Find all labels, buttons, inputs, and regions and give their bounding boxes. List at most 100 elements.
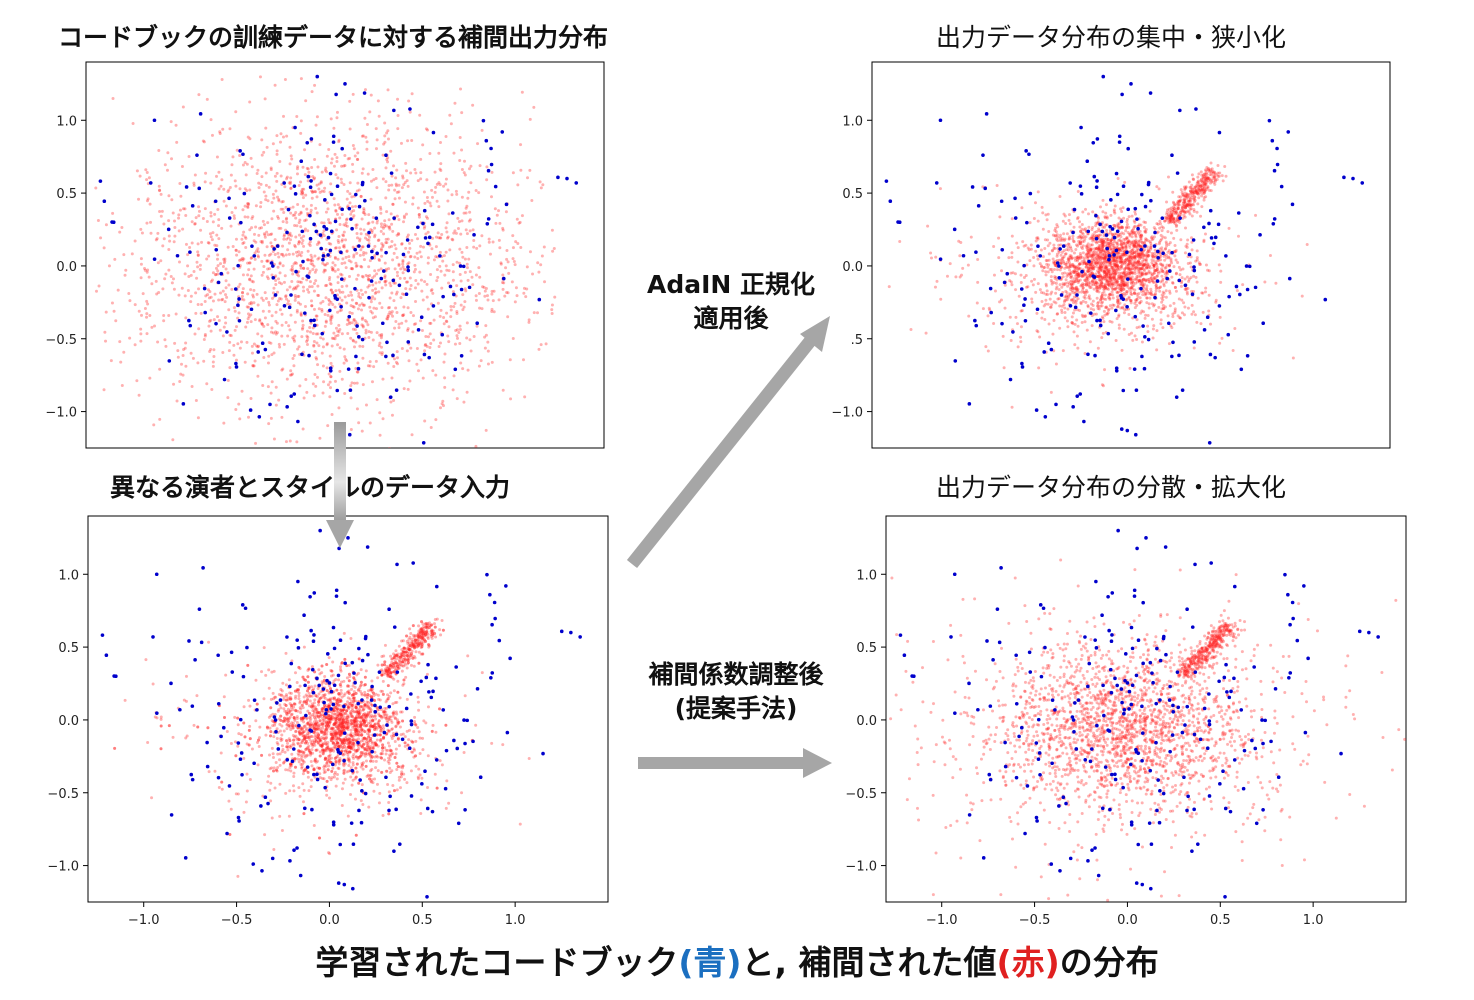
interpolated-point bbox=[315, 727, 319, 731]
interpolated-point bbox=[221, 334, 225, 338]
interpolated-point bbox=[444, 226, 448, 230]
interpolated-point bbox=[300, 718, 304, 722]
interpolated-point bbox=[311, 723, 315, 727]
interpolated-point bbox=[373, 235, 377, 239]
interpolated-point bbox=[361, 324, 365, 328]
interpolated-point bbox=[366, 740, 370, 744]
interpolated-point bbox=[152, 423, 156, 427]
interpolated-point bbox=[468, 218, 472, 222]
interpolated-point bbox=[353, 729, 357, 733]
interpolated-point bbox=[333, 756, 337, 760]
interpolated-point bbox=[308, 725, 312, 729]
codebook-point bbox=[422, 352, 427, 357]
interpolated-point bbox=[335, 116, 339, 120]
interpolated-point bbox=[345, 250, 349, 254]
interpolated-point bbox=[295, 721, 299, 725]
interpolated-point bbox=[281, 367, 285, 371]
interpolated-point bbox=[342, 715, 346, 719]
interpolated-point bbox=[389, 672, 393, 676]
interpolated-point bbox=[313, 722, 317, 726]
interpolated-point bbox=[197, 209, 201, 213]
interpolated-point bbox=[360, 217, 364, 221]
interpolated-point bbox=[327, 720, 331, 724]
interpolated-point bbox=[314, 332, 318, 336]
interpolated-point bbox=[310, 723, 314, 727]
codebook-point bbox=[227, 216, 232, 220]
interpolated-point bbox=[322, 380, 326, 384]
interpolated-point bbox=[264, 183, 268, 187]
interpolated-point bbox=[374, 717, 378, 721]
interpolated-point bbox=[284, 295, 288, 299]
interpolated-point bbox=[325, 689, 329, 693]
interpolated-point bbox=[379, 207, 383, 211]
codebook-point bbox=[190, 204, 195, 208]
interpolated-point bbox=[397, 778, 401, 782]
interpolated-point bbox=[386, 741, 390, 745]
interpolated-point bbox=[358, 253, 362, 257]
interpolated-point bbox=[241, 290, 245, 294]
interpolated-point bbox=[398, 659, 402, 663]
interpolated-point bbox=[374, 742, 378, 746]
interpolated-point bbox=[325, 779, 329, 783]
interpolated-point bbox=[323, 740, 327, 744]
interpolated-point bbox=[391, 711, 395, 715]
interpolated-point bbox=[362, 211, 366, 215]
interpolated-point bbox=[244, 245, 248, 249]
interpolated-point bbox=[389, 400, 393, 404]
interpolated-point bbox=[265, 725, 269, 729]
interpolated-point bbox=[332, 732, 336, 736]
interpolated-point bbox=[292, 771, 296, 775]
interpolated-point bbox=[324, 756, 328, 760]
interpolated-point bbox=[200, 303, 204, 307]
interpolated-point bbox=[359, 720, 363, 724]
interpolated-point bbox=[361, 718, 365, 722]
interpolated-point bbox=[288, 725, 292, 729]
interpolated-point bbox=[422, 632, 426, 636]
interpolated-point bbox=[346, 733, 350, 737]
interpolated-point bbox=[491, 240, 495, 244]
interpolated-point bbox=[290, 712, 294, 716]
interpolated-point bbox=[239, 258, 243, 262]
interpolated-point bbox=[347, 663, 351, 667]
interpolated-point bbox=[306, 736, 310, 740]
interpolated-point bbox=[275, 152, 279, 156]
interpolated-point bbox=[387, 744, 391, 748]
interpolated-point bbox=[301, 716, 305, 720]
interpolated-point bbox=[302, 234, 306, 238]
interpolated-point bbox=[356, 711, 360, 715]
interpolated-point bbox=[634, 776, 637, 779]
interpolated-point bbox=[401, 292, 405, 296]
interpolated-point bbox=[395, 657, 399, 661]
interpolated-point bbox=[334, 209, 338, 213]
interpolated-point bbox=[367, 707, 371, 711]
interpolated-point bbox=[264, 733, 268, 737]
interpolated-point bbox=[370, 311, 374, 315]
interpolated-point bbox=[368, 753, 372, 757]
interpolated-point bbox=[120, 225, 124, 229]
interpolated-point bbox=[293, 339, 297, 343]
interpolated-point bbox=[341, 290, 345, 294]
interpolated-point bbox=[316, 740, 320, 744]
interpolated-point bbox=[347, 259, 351, 263]
interpolated-point bbox=[348, 697, 352, 701]
interpolated-point bbox=[303, 737, 307, 741]
interpolated-point bbox=[221, 127, 225, 131]
interpolated-point bbox=[338, 216, 342, 220]
interpolated-point bbox=[242, 721, 246, 725]
interpolated-point bbox=[359, 725, 363, 729]
interpolated-point bbox=[521, 358, 525, 362]
interpolated-point bbox=[311, 704, 315, 708]
interpolated-point bbox=[373, 777, 377, 781]
interpolated-point bbox=[464, 228, 468, 232]
interpolated-point bbox=[468, 338, 472, 342]
interpolated-point bbox=[277, 255, 281, 259]
interpolated-point bbox=[337, 406, 341, 410]
interpolated-point bbox=[512, 260, 516, 264]
interpolated-point bbox=[446, 188, 450, 192]
interpolated-point bbox=[222, 261, 226, 265]
interpolated-point bbox=[274, 319, 278, 323]
interpolated-point bbox=[353, 724, 357, 728]
interpolated-point bbox=[269, 781, 273, 785]
interpolated-point bbox=[355, 770, 359, 774]
interpolated-point bbox=[374, 127, 378, 131]
